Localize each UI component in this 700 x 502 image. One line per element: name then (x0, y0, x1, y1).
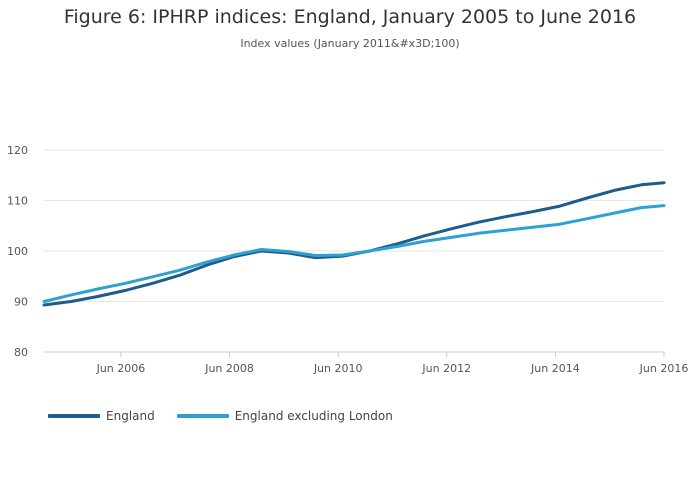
y-tick-label: 80 (14, 346, 28, 359)
series-line-england-excl-london[interactable] (42, 204, 666, 303)
y-tick-label: 110 (7, 195, 28, 208)
x-tick-label: Jun 2008 (204, 362, 254, 375)
legend-item-england[interactable]: England (48, 409, 155, 423)
chart-title: Figure 6: IPHRP indices: England, Januar… (63, 6, 637, 28)
y-axis-ticks: 80 90 100 110 120 (7, 144, 28, 359)
series-lines (42, 181, 666, 307)
x-tick-label: Jun 2016 (639, 362, 689, 375)
legend-swatch-england (48, 414, 100, 418)
y-tick-label: 100 (7, 245, 28, 258)
x-axis-ticks: Jun 2006 Jun 2008 Jun 2010 Jun 2012 Jun 2014… (96, 352, 689, 375)
legend-item-england-excl-london[interactable]: England excluding London (176, 409, 393, 423)
legend-label-england-excl-london: England excluding London (234, 409, 393, 423)
legend-label-england: England (106, 409, 155, 423)
x-tick-label: Jun 2014 (530, 362, 580, 375)
x-tick-label: Jun 2010 (313, 362, 363, 375)
y-tick-label: 120 (7, 144, 28, 157)
y-tick-label: 90 (14, 296, 28, 309)
chart-subtitle: Index values (January 2011&#x3D;100) (240, 37, 460, 50)
x-tick-label: Jun 2012 (421, 362, 471, 375)
legend: England England excluding London (48, 409, 415, 423)
series-line-england[interactable] (42, 181, 666, 307)
legend-swatch-england-excl-london (176, 414, 229, 418)
gridlines (44, 149, 664, 353)
x-tick-label: Jun 2006 (96, 362, 146, 375)
